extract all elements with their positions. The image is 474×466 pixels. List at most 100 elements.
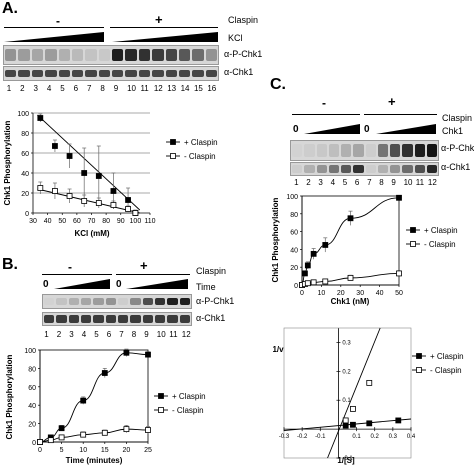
blot-band — [178, 69, 191, 78]
x-tick-label: 110 — [144, 218, 155, 225]
lane-number: 14 — [180, 84, 190, 93]
y-tick-label: 80 — [290, 212, 298, 219]
blot-band — [142, 315, 153, 323]
legend-marker — [158, 407, 164, 413]
x-tick-label: -0.2 — [297, 434, 308, 440]
data-point — [310, 279, 317, 286]
blot-band — [125, 69, 137, 78]
data-point — [58, 434, 65, 441]
panel-b-plus-label: + — [140, 258, 148, 273]
legend-label: - Claspin — [184, 152, 216, 161]
panel-b-minus-label: - — [68, 260, 72, 274]
lane-number: 9 — [391, 178, 396, 187]
panel-c-lineweaver-burk-chart: -0.3 -0.2 -0.1 0.1 0.2 0.3 0.4 -0.1 0.1 0.2 0.3 1/[… — [272, 327, 464, 465]
legend-marker — [410, 241, 416, 247]
blot-band — [112, 69, 124, 78]
data-point — [310, 250, 317, 257]
blot-band — [31, 69, 44, 78]
lane-number: 5 — [94, 330, 99, 339]
x-tick-label: 25 — [144, 447, 152, 454]
data-point — [52, 143, 58, 149]
blot-band — [5, 48, 17, 62]
legend-marker — [416, 367, 422, 373]
data-point — [322, 278, 329, 285]
series-fit-line — [37, 114, 141, 211]
panel-a-total-blot — [3, 66, 219, 81]
blot-band — [365, 165, 376, 173]
panel-b-time-label: Time — [196, 282, 216, 292]
panel-c-saturation-chart: 0 20 40 60 80 100 0 10 20 30 40 50 Chk1 (nM) Chk1 Pho… — [271, 194, 458, 306]
blot-band — [341, 143, 352, 158]
lane-number: 8 — [379, 178, 384, 187]
data-point — [145, 427, 151, 433]
data-point — [304, 280, 311, 287]
panel-c-zero-right: 0 — [364, 124, 370, 135]
data-point — [395, 417, 402, 424]
lane-number: 2 — [56, 330, 62, 339]
x-tick-label: 5 — [60, 447, 64, 454]
y-tick-label: 40 — [21, 171, 29, 178]
lane-number: 2 — [306, 178, 311, 187]
blot-band — [5, 69, 17, 78]
blot-band — [205, 48, 217, 62]
lane-number: 2 — [20, 84, 25, 93]
blot-band — [414, 165, 425, 173]
y-tick-label: 80 — [21, 131, 29, 138]
blot-band — [192, 48, 204, 62]
x-tick-label: 0.1 — [352, 434, 361, 440]
lane-number: 5 — [342, 178, 348, 187]
blot-band — [112, 48, 124, 62]
data-point — [95, 173, 102, 179]
x-tick-label: 0 — [38, 447, 42, 454]
y-tick-label: 40 — [28, 403, 36, 410]
x-tick-label: 15 — [101, 447, 109, 454]
blot-band — [152, 69, 164, 78]
blot-band — [155, 315, 166, 323]
lane-number: 10 — [156, 330, 166, 339]
lane-number: 9 — [144, 330, 149, 339]
data-point — [347, 274, 354, 281]
panel-c-chk1-total-label: α-Chk1 — [441, 162, 471, 172]
lane-number: 4 — [46, 84, 52, 93]
legend-label: - Claspin — [172, 406, 204, 415]
blot-band — [178, 48, 191, 62]
blot-band — [105, 315, 116, 323]
panel-c-phospho-blot — [290, 140, 439, 161]
data-point — [366, 420, 373, 427]
blot-band — [390, 143, 401, 158]
blot-band — [85, 69, 97, 78]
blot-band — [167, 315, 178, 323]
x-tick-label: 0.3 — [389, 434, 398, 440]
lane-number: 6 — [354, 178, 360, 187]
blot-band — [152, 48, 164, 62]
data-point — [123, 426, 130, 433]
blot-band — [377, 143, 388, 158]
y-tick-label: 80 — [28, 366, 36, 373]
panel-a-phospho-blot — [3, 45, 219, 65]
data-point — [37, 439, 43, 445]
blot-band — [118, 297, 129, 306]
data-point — [132, 210, 139, 216]
panel-b-time-wedges — [54, 279, 188, 289]
blot-band — [328, 143, 339, 158]
y-tick-label: 20 — [28, 422, 36, 429]
legend-marker — [170, 139, 176, 145]
blot-band — [165, 69, 177, 78]
blot-band — [179, 315, 190, 323]
lane-number: 3 — [33, 84, 38, 93]
data-point — [37, 115, 44, 121]
plot-frame — [39, 349, 149, 443]
data-point — [52, 188, 58, 194]
data-point — [302, 270, 308, 277]
panel-b-lane-numbers: 1 2 3 4 5 6 7 8 9 10 11 12 — [42, 330, 192, 340]
lane-number: 11 — [140, 84, 149, 93]
panel-c-chk1-label: Chk1 — [442, 126, 464, 136]
data-point — [47, 437, 54, 444]
blot-band — [426, 143, 437, 158]
blot-band — [18, 69, 30, 78]
y-axis-title: Chk1 Phosphorylation — [5, 354, 14, 439]
y-axis-title: Chk1 Phosphorylation — [3, 120, 12, 205]
x-tick-label: 20 — [337, 290, 345, 297]
y-tick-label: 0 — [25, 211, 29, 218]
